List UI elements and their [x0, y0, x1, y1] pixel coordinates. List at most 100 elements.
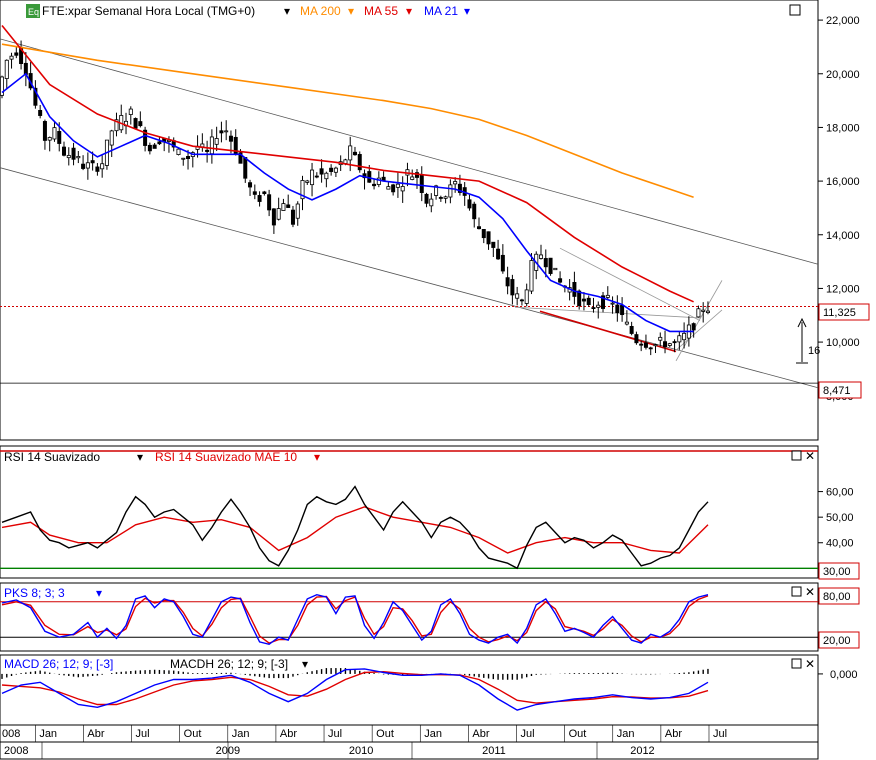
legend-ma21[interactable]: MA 21	[424, 4, 458, 18]
pks-lower-tag: 20,00	[818, 631, 860, 649]
candle-body	[66, 155, 71, 159]
candle-body	[324, 172, 329, 180]
candle-body	[47, 137, 52, 141]
candle-body	[90, 160, 95, 164]
candle-body	[395, 183, 400, 188]
candle-body	[95, 166, 100, 172]
ma200-dropdown-icon[interactable]: ▾	[348, 4, 354, 18]
month-label: Jan	[39, 728, 57, 740]
candle-body	[42, 121, 47, 141]
rsi-y-tick-label: 60,00	[826, 487, 854, 499]
pks-title[interactable]: PKS 8; 3; 3	[4, 586, 65, 600]
ma55-dropdown-icon[interactable]: ▾	[406, 4, 412, 18]
month-label: Abr	[472, 728, 489, 740]
candle-body	[696, 308, 701, 318]
candle-body	[529, 260, 534, 292]
rsi-ma-title[interactable]: RSI 14 Suavizado MAE 10	[155, 450, 297, 464]
legend-ma55[interactable]: MA 55	[364, 4, 398, 18]
macdh-dropdown-icon[interactable]: ▾	[302, 657, 308, 671]
measure-label: 16	[808, 345, 820, 357]
rsi-level-box	[818, 562, 860, 580]
candle-body	[62, 146, 67, 156]
rsi-maximize-icon[interactable]	[791, 450, 802, 461]
candle-body	[133, 118, 138, 129]
rsi-title[interactable]: RSI 14 Suavizado	[4, 450, 100, 464]
candle-body	[109, 130, 114, 146]
price-title[interactable]: FTE:xpar Semanal Hora Local (TMG+0)	[42, 4, 255, 18]
pks-upper-label: 80,00	[823, 591, 851, 603]
candle-body	[314, 175, 319, 178]
candle-body	[147, 144, 152, 152]
price-y-tick-label: 18,000	[826, 122, 860, 134]
candle-body	[33, 87, 38, 106]
month-label: 008	[2, 728, 20, 740]
candle-body	[57, 131, 62, 144]
month-label: Out	[569, 728, 587, 740]
price-y-tick-label: 20,000	[826, 69, 860, 81]
legend-ma200[interactable]: MA 200	[300, 4, 341, 18]
candle-body	[209, 136, 214, 155]
candle-body	[410, 176, 415, 180]
candle-body	[605, 294, 610, 298]
candle-body	[472, 203, 477, 220]
candle-body	[429, 198, 434, 207]
rsi-dropdown-icon[interactable]: ▾	[137, 450, 143, 464]
rsi-close-icon[interactable]: ✕	[805, 449, 815, 463]
candle-body	[224, 130, 229, 133]
candle-body	[400, 186, 405, 192]
candle-body	[519, 299, 524, 302]
support-box	[818, 381, 862, 399]
candle-body	[476, 226, 481, 230]
candle-body	[677, 335, 682, 343]
candle-body	[267, 194, 272, 211]
candle-body	[701, 309, 706, 312]
candle-body	[128, 108, 133, 115]
candle-body	[491, 241, 496, 248]
rsi-ma-dropdown-icon[interactable]: ▾	[314, 450, 320, 464]
candle-body	[262, 191, 267, 194]
pks-dropdown-icon[interactable]: ▾	[96, 586, 102, 600]
wedge-line-a	[514, 306, 701, 319]
macdh-title[interactable]: MACDH 26; 12; 9; [-3]	[170, 657, 288, 671]
candle-body	[591, 307, 596, 310]
candle-body	[705, 310, 710, 314]
price-y-tick-label: 10,000	[826, 337, 860, 349]
macd-line	[1, 668, 709, 711]
candle-body	[38, 109, 43, 116]
candle-body	[248, 182, 253, 188]
candle-body	[634, 334, 639, 344]
candle-body	[610, 302, 615, 305]
candle-body	[319, 168, 324, 175]
candle-body	[214, 138, 219, 145]
candle-body	[553, 267, 558, 271]
macd-maximize-icon[interactable]	[791, 658, 802, 669]
price-legend: Eq FTE:xpar Semanal Hora Local (TMG+0) ▾…	[26, 4, 801, 18]
macd-y-tick-label: 0,000	[830, 669, 858, 681]
candle-body	[295, 203, 300, 219]
candle-body	[372, 183, 377, 187]
rsi-line	[1, 485, 709, 570]
candle-body	[663, 341, 668, 348]
last-price-label: 11,325	[823, 307, 856, 319]
pks-close-icon[interactable]: ✕	[805, 585, 815, 599]
ma21-dropdown-icon[interactable]: ▾	[464, 4, 470, 18]
month-label: Abr	[280, 728, 297, 740]
month-label: Out	[184, 728, 202, 740]
price-maximize-icon[interactable]	[789, 4, 801, 16]
candle-body	[448, 184, 453, 198]
candle-body	[601, 295, 606, 309]
rsi-ma-line	[1, 506, 709, 554]
title-dropdown-icon[interactable]: ▾	[284, 4, 290, 18]
candle-body	[434, 185, 439, 196]
pks-maximize-icon[interactable]	[791, 586, 802, 597]
macd-title[interactable]: MACD 26; 12; 9; [-3]	[4, 657, 113, 671]
candle-body	[348, 145, 353, 161]
candle-body	[481, 229, 486, 239]
macd-close-icon[interactable]: ✕	[805, 657, 815, 671]
candle-body	[352, 151, 357, 156]
macd-legend: MACD 26; 12; 9; [-3] MACDH 26; 12; 9; [-…	[4, 657, 815, 671]
rsi-level-tag: 30,00	[818, 562, 860, 580]
candle-body	[457, 183, 462, 193]
axis-layer: 008 Jan Abr Jul Out Jan Abr Jul Out Jan Abr Jul Out J…	[2, 15, 860, 759]
